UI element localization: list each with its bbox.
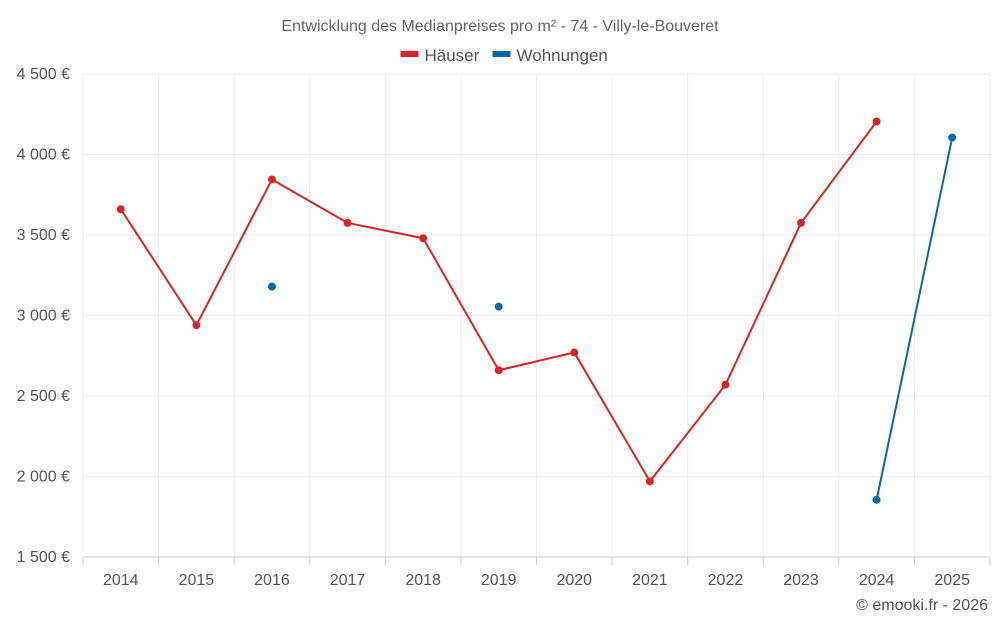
data-point bbox=[116, 205, 125, 214]
series-line-segment bbox=[875, 137, 954, 501]
x-tick-label: 2025 bbox=[934, 572, 970, 589]
y-tick-label: 4 000 € bbox=[17, 147, 70, 164]
series-haeuser bbox=[116, 117, 881, 486]
x-tick-label: 2015 bbox=[179, 572, 215, 589]
legend-swatch bbox=[492, 51, 511, 57]
series-line-segment bbox=[649, 384, 727, 482]
x-tick-label: 2024 bbox=[859, 572, 895, 589]
data-point bbox=[948, 133, 957, 142]
series-line-segment bbox=[724, 222, 802, 386]
data-point bbox=[494, 366, 503, 375]
x-tick-label: 2023 bbox=[783, 572, 819, 589]
y-tick-label: 3 000 € bbox=[17, 308, 70, 325]
data-point bbox=[721, 380, 730, 389]
series-line-segment bbox=[573, 352, 651, 482]
x-tick-label: 2017 bbox=[330, 572, 366, 589]
x-tick-label: 2016 bbox=[254, 572, 290, 589]
series-line-segment bbox=[271, 178, 349, 224]
series-line-segment bbox=[195, 178, 273, 326]
chart-title: Entwicklung des Medianpreises pro m² - 7… bbox=[281, 18, 719, 35]
series-line-segment bbox=[347, 221, 424, 240]
legend-label: Häuser bbox=[425, 46, 480, 65]
data-point bbox=[797, 218, 806, 227]
data-point bbox=[645, 477, 654, 486]
data-point bbox=[192, 321, 201, 330]
credit: © emooki.fr - 2026 bbox=[856, 597, 988, 614]
series-line-segment bbox=[800, 120, 878, 224]
y-tick-label: 1 500 € bbox=[17, 549, 70, 566]
x-tick-label: 2021 bbox=[632, 572, 668, 589]
series-line-segment bbox=[422, 237, 500, 371]
series-wohnungen bbox=[267, 133, 957, 504]
data-point bbox=[343, 218, 352, 227]
data-point bbox=[872, 117, 881, 126]
series-line-segment bbox=[498, 351, 575, 372]
data-point bbox=[570, 348, 579, 357]
legend-swatch bbox=[400, 51, 419, 57]
y-tick-label: 2 500 € bbox=[17, 388, 70, 405]
data-point bbox=[267, 282, 276, 291]
x-tick-label: 2019 bbox=[481, 572, 517, 589]
legend-label: Wohnungen bbox=[517, 46, 608, 65]
y-tick-label: 4 500 € bbox=[17, 66, 70, 83]
x-tick-label: 2014 bbox=[103, 572, 139, 589]
legend: Häuser Wohnungen bbox=[400, 46, 608, 65]
data-point bbox=[419, 234, 428, 243]
y-tick-label: 3 500 € bbox=[17, 227, 70, 244]
data-point bbox=[267, 175, 276, 184]
data-point bbox=[494, 302, 503, 311]
series-layer bbox=[116, 117, 957, 504]
y-tick-label: 2 000 € bbox=[17, 469, 70, 486]
series-line-segment bbox=[119, 208, 198, 326]
x-tick-label: 2022 bbox=[708, 572, 744, 589]
grid bbox=[82, 73, 991, 558]
data-point bbox=[872, 495, 881, 504]
y-axis: 1 500 € 2 000 € 2 500 € 3 000 € 3 500 € 4 000… bbox=[17, 66, 70, 566]
x-tick-label: 2018 bbox=[405, 572, 441, 589]
x-axis: 2014 2015 2016 2017 2018 2019 2020 2021 2022 2023… bbox=[82, 556, 991, 589]
x-tick-label: 2020 bbox=[556, 572, 592, 589]
